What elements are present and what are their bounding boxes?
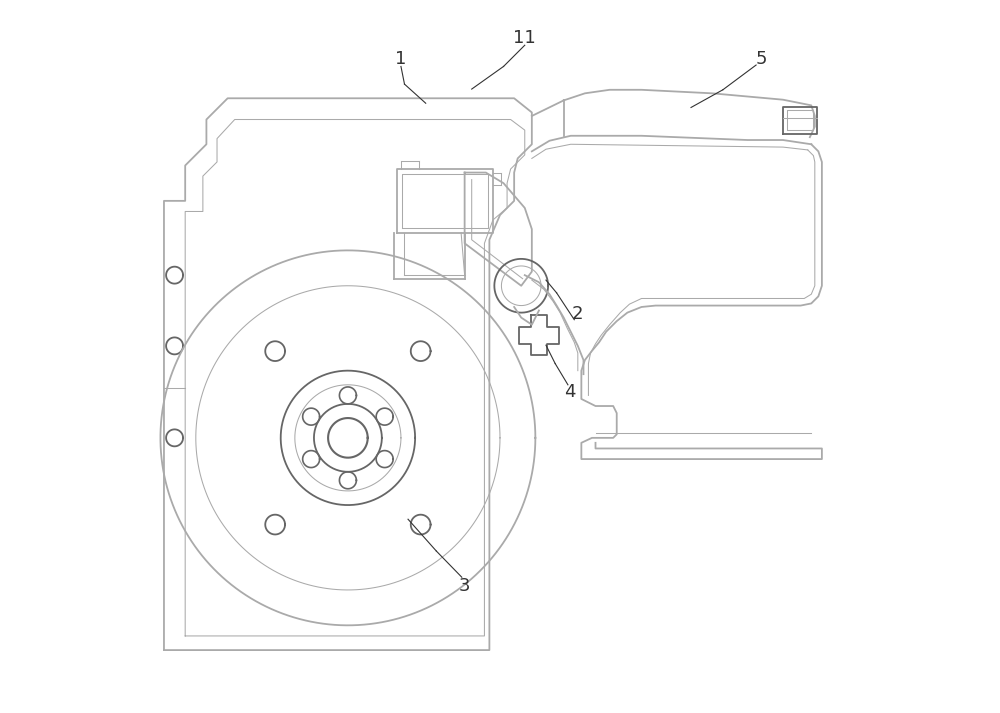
Text: 5: 5 <box>756 51 768 68</box>
Text: 11: 11 <box>513 29 536 47</box>
Text: 1: 1 <box>395 51 407 68</box>
Text: 3: 3 <box>459 578 470 595</box>
Text: 4: 4 <box>564 383 575 401</box>
Text: 2: 2 <box>572 305 584 323</box>
